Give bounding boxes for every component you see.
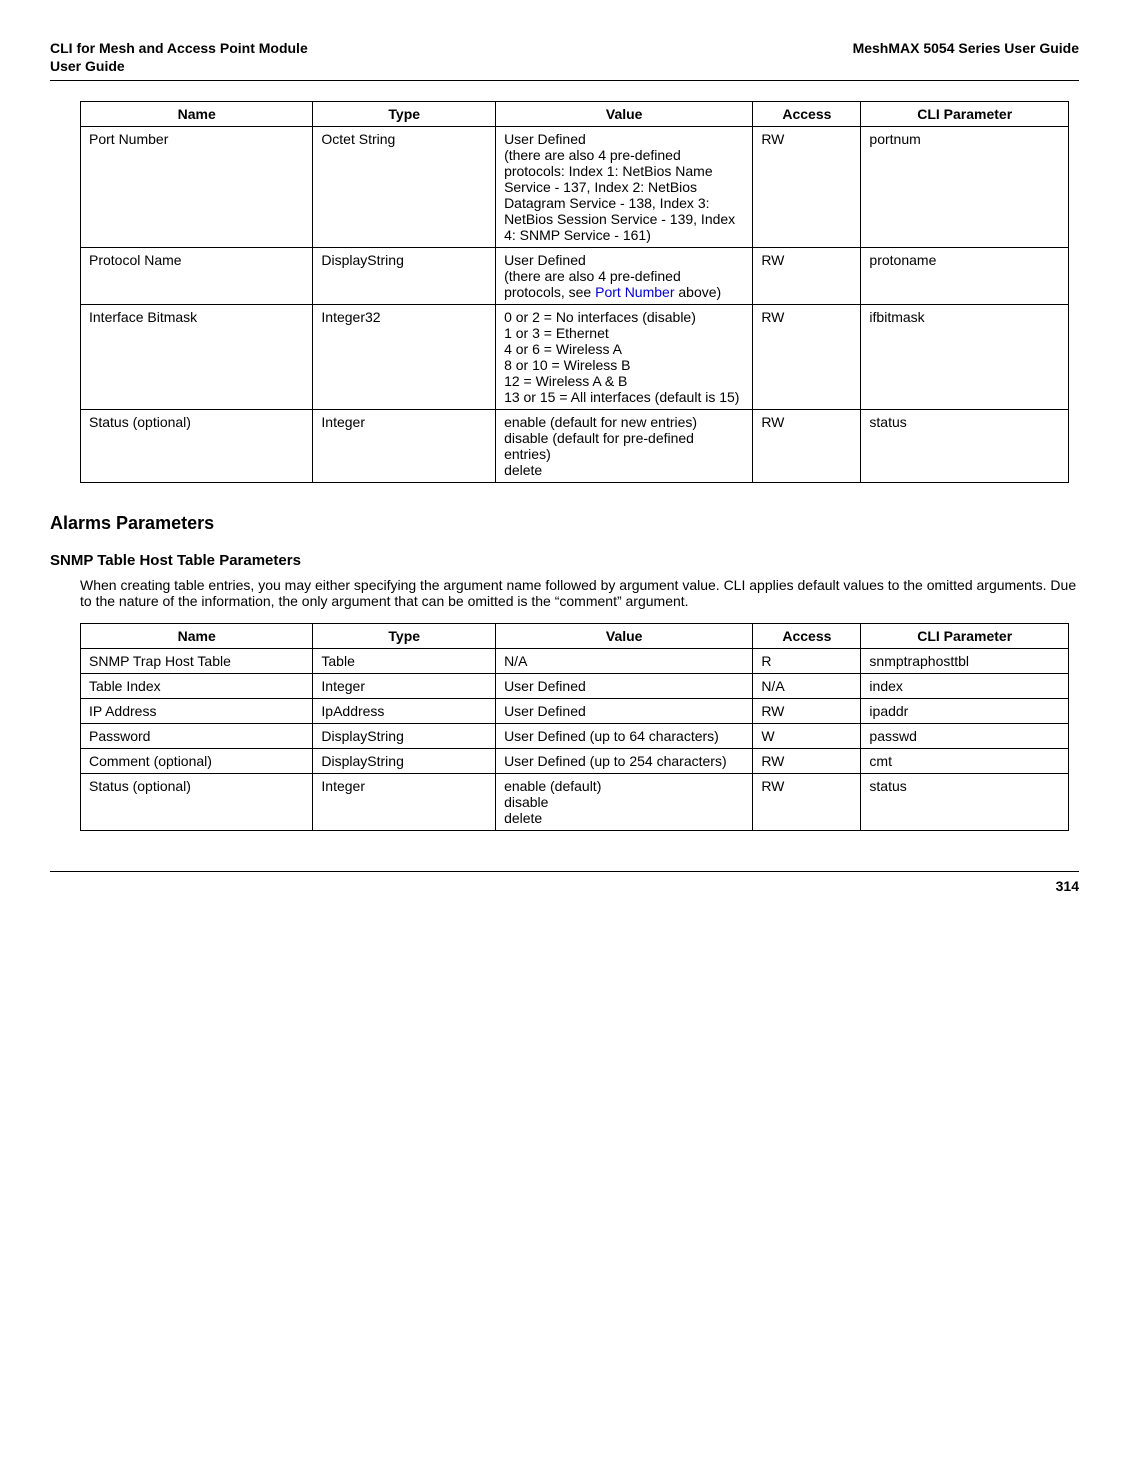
cell-value: enable (default for new entries) disable… <box>496 410 753 483</box>
cell-value: N/A <box>496 649 753 674</box>
cell-name: SNMP Trap Host Table <box>81 649 313 674</box>
col-header-cli: CLI Parameter <box>861 624 1069 649</box>
col-header-type: Type <box>313 102 496 127</box>
col-header-type: Type <box>313 624 496 649</box>
cell-type: DisplayString <box>313 749 496 774</box>
cell-value: User Defined <box>496 674 753 699</box>
table-row: IP Address IpAddress User Defined RW ipa… <box>81 699 1069 724</box>
cell-cli: passwd <box>861 724 1069 749</box>
col-header-name: Name <box>81 624 313 649</box>
cell-value: User Defined (there are also 4 pre-defin… <box>496 248 753 305</box>
cell-access: RW <box>753 127 861 248</box>
cell-type: Integer <box>313 674 496 699</box>
table-row: Port Number Octet String User Defined (t… <box>81 127 1069 248</box>
cell-cli: snmptraphosttbl <box>861 649 1069 674</box>
table-row: Status (optional) Integer enable (defaul… <box>81 774 1069 831</box>
page-number: 314 <box>50 878 1079 894</box>
col-header-value: Value <box>496 102 753 127</box>
cell-type: IpAddress <box>313 699 496 724</box>
snmp-body-text: When creating table entries, you may eit… <box>80 577 1079 609</box>
cell-name: Port Number <box>81 127 313 248</box>
col-header-access: Access <box>753 102 861 127</box>
cell-name: Table Index <box>81 674 313 699</box>
header-left-line2: User Guide <box>50 58 308 74</box>
alarms-parameters-heading: Alarms Parameters <box>50 513 1079 534</box>
cell-type: Integer <box>313 774 496 831</box>
snmp-host-table-heading: SNMP Table Host Table Parameters <box>50 552 1079 569</box>
cell-access: RW <box>753 774 861 831</box>
table-header-row: Name Type Value Access CLI Parameter <box>81 624 1069 649</box>
col-header-value: Value <box>496 624 753 649</box>
table-row: Protocol Name DisplayString User Defined… <box>81 248 1069 305</box>
footer-rule <box>50 871 1079 872</box>
table-header-row: Name Type Value Access CLI Parameter <box>81 102 1069 127</box>
col-header-cli: CLI Parameter <box>861 102 1069 127</box>
cell-value: User Defined <box>496 699 753 724</box>
col-header-access: Access <box>753 624 861 649</box>
table-row: Table Index Integer User Defined N/A ind… <box>81 674 1069 699</box>
cell-name: IP Address <box>81 699 313 724</box>
cell-access: R <box>753 649 861 674</box>
cell-access: RW <box>753 248 861 305</box>
header-left-line1: CLI for Mesh and Access Point Module <box>50 40 308 56</box>
cell-name: Status (optional) <box>81 774 313 831</box>
cell-type: DisplayString <box>313 724 496 749</box>
cell-access: RW <box>753 305 861 410</box>
col-header-name: Name <box>81 102 313 127</box>
table-row: Password DisplayString User Defined (up … <box>81 724 1069 749</box>
cell-cli: ipaddr <box>861 699 1069 724</box>
cell-access: RW <box>753 410 861 483</box>
cell-access: W <box>753 724 861 749</box>
header-right: MeshMAX 5054 Series User Guide <box>853 40 1079 74</box>
cell-access: RW <box>753 749 861 774</box>
cell-value: enable (default) disable delete <box>496 774 753 831</box>
parameter-table-2: Name Type Value Access CLI Parameter SNM… <box>80 623 1069 831</box>
cell-name: Status (optional) <box>81 410 313 483</box>
table-row: SNMP Trap Host Table Table N/A R snmptra… <box>81 649 1069 674</box>
cell-cli: cmt <box>861 749 1069 774</box>
parameter-table-1: Name Type Value Access CLI Parameter Por… <box>80 101 1069 483</box>
cell-name: Protocol Name <box>81 248 313 305</box>
port-number-link[interactable]: Port Number <box>595 284 674 300</box>
value-suffix: above) <box>674 284 721 300</box>
cell-type: Octet String <box>313 127 496 248</box>
cell-cli: portnum <box>861 127 1069 248</box>
cell-value: User Defined (up to 254 characters) <box>496 749 753 774</box>
cell-type: Integer <box>313 410 496 483</box>
cell-value: User Defined (up to 64 characters) <box>496 724 753 749</box>
cell-type: Integer32 <box>313 305 496 410</box>
cell-cli: status <box>861 410 1069 483</box>
cell-name: Comment (optional) <box>81 749 313 774</box>
table-row: Interface Bitmask Integer32 0 or 2 = No … <box>81 305 1069 410</box>
cell-value: User Defined (there are also 4 pre-defin… <box>496 127 753 248</box>
cell-cli: ifbitmask <box>861 305 1069 410</box>
cell-name: Password <box>81 724 313 749</box>
cell-cli: status <box>861 774 1069 831</box>
table-row: Comment (optional) DisplayString User De… <box>81 749 1069 774</box>
cell-name: Interface Bitmask <box>81 305 313 410</box>
cell-cli: index <box>861 674 1069 699</box>
cell-cli: protoname <box>861 248 1069 305</box>
cell-access: N/A <box>753 674 861 699</box>
table-row: Status (optional) Integer enable (defaul… <box>81 410 1069 483</box>
cell-type: DisplayString <box>313 248 496 305</box>
header-rule <box>50 80 1079 81</box>
cell-value: 0 or 2 = No interfaces (disable) 1 or 3 … <box>496 305 753 410</box>
cell-type: Table <box>313 649 496 674</box>
cell-access: RW <box>753 699 861 724</box>
page-header: CLI for Mesh and Access Point Module Use… <box>50 40 1079 74</box>
